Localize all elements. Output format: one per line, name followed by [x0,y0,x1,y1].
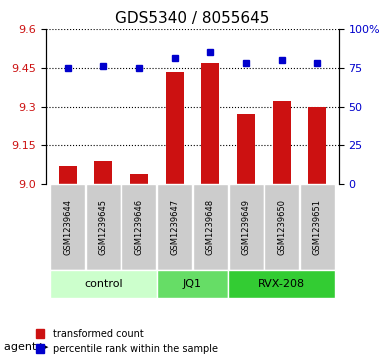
FancyBboxPatch shape [86,184,121,270]
Bar [273,101,291,184]
Text: RVX-208: RVX-208 [258,279,305,289]
FancyBboxPatch shape [193,184,228,270]
FancyBboxPatch shape [229,184,263,270]
Bar [94,161,112,184]
FancyBboxPatch shape [264,184,299,270]
Text: GSM1239644: GSM1239644 [63,199,72,255]
Text: GSM1239649: GSM1239649 [241,199,251,255]
Text: GSM1239650: GSM1239650 [277,199,286,255]
FancyBboxPatch shape [300,184,335,270]
FancyBboxPatch shape [157,270,228,298]
Bar [237,114,255,184]
Title: GDS5340 / 8055645: GDS5340 / 8055645 [116,12,270,26]
FancyBboxPatch shape [228,270,335,298]
Legend: transformed count, percentile rank within the sample: transformed count, percentile rank withi… [32,326,222,358]
Text: control: control [84,279,122,289]
FancyBboxPatch shape [122,184,156,270]
Text: GSM1239647: GSM1239647 [170,199,179,255]
FancyBboxPatch shape [157,184,192,270]
Text: agent ▶: agent ▶ [4,342,48,352]
FancyBboxPatch shape [50,184,85,270]
Text: GSM1239645: GSM1239645 [99,199,108,255]
Text: GSM1239651: GSM1239651 [313,199,322,255]
FancyBboxPatch shape [50,270,157,298]
Bar [166,72,184,184]
Text: JQ1: JQ1 [183,279,202,289]
Bar [308,106,326,184]
Text: GSM1239648: GSM1239648 [206,199,215,255]
Bar [59,166,77,184]
Text: GSM1239646: GSM1239646 [134,199,144,255]
Bar [201,62,219,184]
Bar [130,174,148,184]
